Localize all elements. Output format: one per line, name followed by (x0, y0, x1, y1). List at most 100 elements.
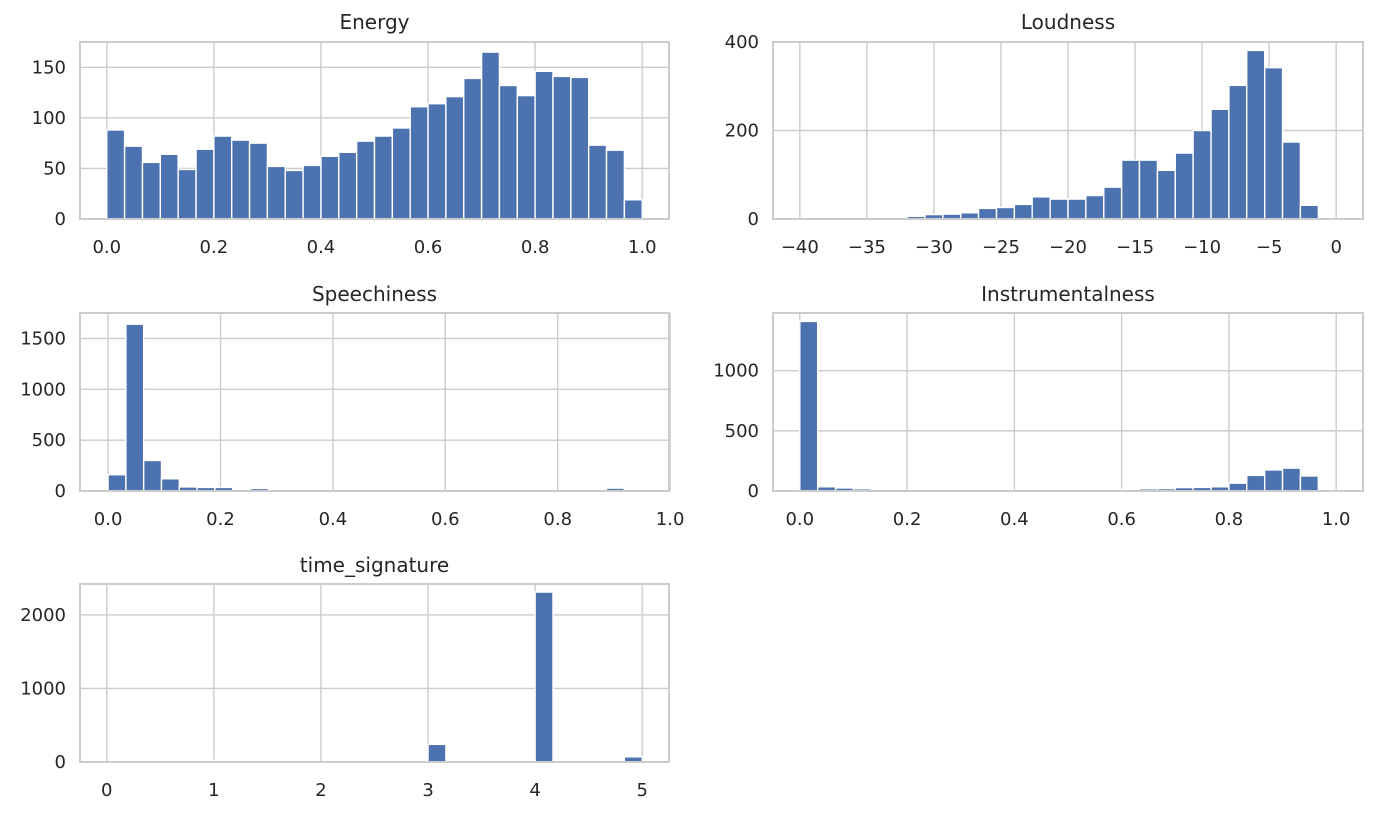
instrumentalness-bar-24 (1228, 482, 1248, 492)
loudness-bar-28 (1299, 204, 1320, 220)
energy-bar-10 (284, 169, 304, 220)
speechiness-xtick-label: 0.2 (206, 509, 235, 530)
instrumentalness-xtick-label: 0.6 (1107, 509, 1136, 530)
energy-bar-20 (463, 77, 483, 220)
instrumentalness-bar-25 (1246, 474, 1266, 492)
energy-bar-8 (248, 142, 269, 220)
loudness-bar-13 (1031, 196, 1051, 220)
time-signature-xtick-label: 2 (315, 780, 326, 801)
time-signature-bar-24 (534, 591, 554, 763)
speechiness-bar-1 (125, 323, 145, 492)
energy-bar-19 (445, 95, 465, 220)
time-signature-ytick-label: 0 (55, 752, 66, 773)
loudness-xtick-label: −40 (781, 237, 819, 258)
loudness-xtick-label: −15 (1116, 237, 1154, 258)
energy-bar-21 (480, 51, 501, 220)
energy-bar-2 (141, 161, 162, 220)
time-signature-ytick-label: 2000 (20, 605, 66, 626)
energy-bar-28 (605, 149, 626, 220)
time-signature-axes-frame (79, 583, 670, 763)
loudness-ytick-label: 400 (725, 32, 759, 53)
loudness-bar-26 (1264, 66, 1284, 220)
instrumentalness-ytick-label: 0 (748, 481, 759, 502)
energy-bar-23 (516, 94, 536, 220)
instrumentalness-bar-28 (1299, 475, 1320, 492)
speechiness-ytick-label: 500 (32, 430, 66, 451)
time-signature-xtick-label: 3 (422, 780, 433, 801)
instrumentalness-bar-0 (799, 320, 819, 492)
energy-bar-5 (195, 148, 215, 220)
instrumentalness-xtick-label: 1.0 (1322, 509, 1351, 530)
energy-bar-1 (123, 145, 144, 220)
instrumentalness-xtick-label: 0.4 (1000, 509, 1029, 530)
loudness-bar-24 (1228, 84, 1248, 220)
speechiness-ytick-label: 0 (55, 481, 66, 502)
energy-xtick-label: 0.8 (521, 237, 550, 258)
energy-xtick-label: 0.0 (92, 237, 121, 258)
energy-bar-15 (373, 135, 394, 220)
speechiness-xtick-label: 0.6 (431, 509, 460, 530)
energy-bar-9 (266, 165, 286, 220)
energy-bar-4 (177, 168, 197, 220)
loudness-bar-15 (1067, 198, 1087, 220)
energy-xtick-label: 0.2 (200, 237, 229, 258)
loudness-bar-14 (1049, 198, 1069, 220)
energy-bar-29 (623, 199, 643, 220)
energy-bar-17 (409, 106, 429, 220)
energy-xtick-label: 0.6 (414, 237, 443, 258)
energy-subplot: Energy 0.0 0.2 0.4 0.6 0.8 1.0 0 50 100 150 (32, 10, 670, 258)
loudness-bar-20 (1156, 169, 1176, 220)
time-signature-subplot: time_signature 0 1 2 3 4 5 0 1000 2000 (20, 553, 670, 801)
loudness-axes-frame (772, 41, 1364, 220)
energy-xtick-label: 1.0 (628, 237, 657, 258)
loudness-bar-22 (1192, 129, 1212, 220)
speechiness-xtick-label: 0.0 (94, 509, 123, 530)
instrumentalness-xtick-label: 0.8 (1215, 509, 1244, 530)
loudness-bar-25 (1246, 49, 1266, 220)
speechiness-xtick-label: 1.0 (656, 509, 685, 530)
speechiness-xtick-label: 0.8 (543, 509, 572, 530)
energy-bar-0 (106, 129, 126, 220)
speechiness-bar-2 (142, 459, 163, 492)
loudness-xtick-label: 0 (1330, 237, 1341, 258)
energy-ytick-label: 50 (43, 158, 66, 179)
speechiness-xtick-label: 0.4 (319, 509, 348, 530)
speechiness-subplot: Speechiness 0.0 0.2 0.4 0.6 0.8 1.0 0 500 1000 15… (20, 282, 684, 530)
energy-bar-6 (213, 135, 233, 220)
energy-ytick-label: 0 (55, 209, 66, 230)
energy-bar-3 (159, 153, 179, 220)
instrumentalness-bar-26 (1263, 469, 1284, 492)
loudness-title: Loudness (1021, 10, 1115, 34)
time-signature-title: time_signature (300, 553, 449, 577)
energy-bar-27 (587, 144, 608, 220)
loudness-bar-16 (1085, 194, 1105, 220)
speechiness-ytick-label: 1500 (20, 328, 66, 349)
loudness-xtick-label: −5 (1256, 237, 1283, 258)
loudness-bar-21 (1174, 152, 1194, 220)
instrumentalness-subplot: Instrumentalness 0.0 0.2 0.4 0.6 0.8 1.0 0 500 1… (713, 282, 1364, 530)
energy-axes-frame (79, 41, 670, 220)
speechiness-bar-0 (107, 474, 127, 492)
loudness-ytick-label: 0 (748, 209, 759, 230)
loudness-bar-11 (995, 206, 1016, 220)
energy-bar-25 (552, 75, 572, 220)
energy-bar-13 (338, 151, 358, 220)
speechiness-title: Speechiness (312, 282, 437, 306)
energy-bar-22 (498, 84, 519, 220)
time-signature-xtick-label: 4 (529, 780, 540, 801)
energy-bar-12 (320, 155, 340, 220)
instrumentalness-xtick-label: 0.2 (893, 509, 922, 530)
energy-ytick-label: 100 (32, 108, 66, 129)
energy-bar-14 (355, 140, 376, 220)
loudness-xtick-label: −10 (1183, 237, 1221, 258)
energy-bar-16 (391, 127, 411, 220)
instrumentalness-title: Instrumentalness (981, 282, 1155, 306)
speechiness-bar-3 (160, 478, 181, 492)
time-signature-xtick-label: 5 (637, 780, 648, 801)
time-signature-ytick-label: 1000 (20, 678, 66, 699)
energy-bar-7 (230, 139, 251, 220)
instrumentalness-ytick-label: 500 (725, 421, 759, 442)
loudness-bar-23 (1210, 108, 1230, 220)
